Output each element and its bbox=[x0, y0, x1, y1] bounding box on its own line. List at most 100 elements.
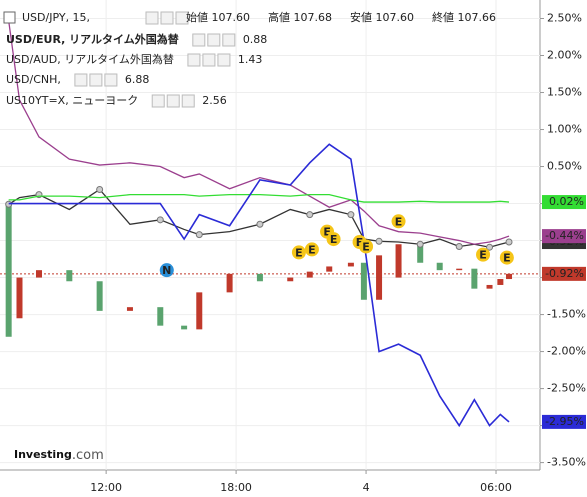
candle bbox=[456, 268, 463, 271]
candle bbox=[5, 203, 12, 337]
ohlc-value: 高値 107.68 bbox=[268, 10, 332, 24]
legend-name: USD/CNH, bbox=[6, 73, 61, 86]
point bbox=[486, 243, 494, 251]
candle bbox=[226, 273, 233, 293]
event-label: E bbox=[308, 243, 316, 256]
candle bbox=[16, 277, 23, 319]
y-tick-label: 2.50% bbox=[547, 12, 582, 25]
legend-value: 6.88 bbox=[125, 73, 150, 86]
x-tick-label: 4 bbox=[363, 481, 370, 494]
legend-icon bbox=[181, 94, 195, 108]
legend-icon bbox=[202, 53, 216, 67]
legend-icon bbox=[192, 33, 206, 47]
legend-name: US10YT=X, ニューヨーク bbox=[6, 94, 138, 107]
y-tick-label: 0.50% bbox=[547, 160, 582, 173]
event-label: E bbox=[295, 246, 303, 259]
series-line bbox=[8, 194, 510, 203]
candle bbox=[436, 262, 443, 271]
candle bbox=[306, 271, 313, 278]
candle bbox=[66, 270, 73, 282]
series-line bbox=[8, 143, 510, 428]
point bbox=[306, 211, 314, 219]
legend-name: USD/EUR, リアルタイム外国為替 bbox=[6, 32, 180, 46]
candle bbox=[157, 307, 164, 326]
candle bbox=[35, 270, 42, 278]
y-tick-label: -2.50% bbox=[547, 382, 586, 395]
point bbox=[375, 237, 383, 245]
logo-suffix: .com bbox=[72, 448, 104, 463]
legend-icon bbox=[151, 94, 165, 108]
legend-icon bbox=[187, 53, 201, 67]
candle bbox=[506, 273, 513, 280]
candle bbox=[347, 262, 354, 267]
candle bbox=[96, 281, 103, 311]
ohlc-value: 安値 107.60 bbox=[350, 10, 414, 24]
last-value-box bbox=[542, 195, 586, 210]
candle bbox=[196, 292, 203, 330]
legend-toggle[interactable] bbox=[3, 11, 16, 24]
candle bbox=[486, 284, 493, 289]
point bbox=[455, 242, 463, 250]
ohlc-value: 終値 107.66 bbox=[432, 10, 496, 24]
event-label: E bbox=[330, 233, 338, 246]
legend-icon bbox=[89, 73, 103, 87]
logo-main: Investing bbox=[14, 448, 72, 461]
legend-icon bbox=[207, 33, 221, 47]
legend-icon bbox=[145, 11, 159, 25]
last-value-box bbox=[542, 266, 586, 281]
y-tick-label: 1.50% bbox=[547, 86, 582, 99]
legend-name: USD/AUD, リアルタイム外国為替 bbox=[6, 52, 174, 66]
point bbox=[505, 238, 513, 246]
x-tick-label: 18:00 bbox=[220, 481, 252, 494]
candle bbox=[376, 255, 383, 300]
x-tick-label: 12:00 bbox=[90, 481, 122, 494]
y-tick-label: -1.50% bbox=[547, 308, 586, 321]
event-marker bbox=[304, 242, 319, 257]
candle bbox=[287, 277, 294, 282]
legend-icon bbox=[104, 73, 118, 87]
event-label: E bbox=[356, 236, 364, 249]
candle bbox=[181, 325, 188, 330]
event-label: E bbox=[323, 226, 331, 239]
y-tick-label: -2.00% bbox=[547, 345, 586, 358]
candle bbox=[395, 244, 402, 278]
point bbox=[195, 231, 203, 239]
event-label: E bbox=[503, 252, 511, 265]
candle bbox=[360, 262, 367, 300]
series-line bbox=[8, 188, 510, 248]
event-marker bbox=[326, 232, 341, 247]
point bbox=[96, 185, 104, 193]
logo: Investing.com bbox=[14, 448, 104, 463]
event-label: E bbox=[362, 240, 370, 253]
last-value-box bbox=[542, 414, 586, 429]
last-value-label: -0.44% bbox=[545, 229, 584, 242]
last-value-box bbox=[542, 229, 586, 244]
last-value-label: 0.02% bbox=[549, 195, 584, 208]
event-marker bbox=[499, 250, 514, 265]
candle bbox=[326, 266, 333, 272]
event-label: N bbox=[162, 264, 171, 277]
event-marker bbox=[359, 239, 374, 254]
ohlc-value: 始値 107.60 bbox=[186, 10, 250, 24]
legend-value: 0.88 bbox=[243, 33, 268, 46]
candle bbox=[497, 279, 504, 285]
legend-icon bbox=[74, 73, 88, 87]
candle bbox=[471, 268, 478, 289]
last-value-label: -0.92% bbox=[545, 267, 584, 280]
point bbox=[156, 216, 164, 224]
x-tick-label: 06:00 bbox=[480, 481, 512, 494]
candle bbox=[417, 244, 424, 263]
event-marker bbox=[391, 214, 406, 229]
y-tick-label: 2.00% bbox=[547, 49, 582, 62]
point bbox=[347, 211, 355, 219]
y-tick-label: 1.00% bbox=[547, 123, 582, 136]
event-marker bbox=[476, 247, 491, 262]
event-label: E bbox=[479, 249, 487, 262]
legend-icon bbox=[166, 94, 180, 108]
legend-value: 2.56 bbox=[202, 94, 227, 107]
candle bbox=[256, 273, 263, 282]
y-tick-label: -3.50% bbox=[547, 456, 586, 469]
last-value-label: -2.95% bbox=[545, 415, 584, 428]
point bbox=[256, 220, 264, 228]
